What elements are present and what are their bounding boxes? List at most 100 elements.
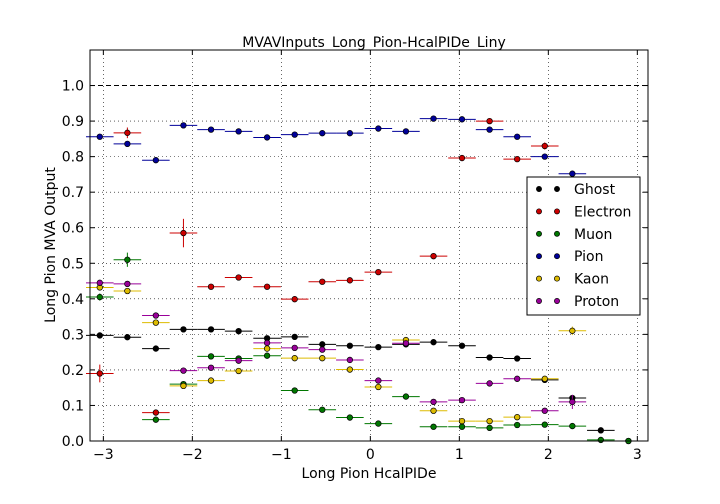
ghost-point (207, 326, 215, 333)
electron-point (235, 274, 242, 281)
ghost-point (514, 355, 521, 362)
proton-point (291, 344, 298, 352)
series-proton (85, 279, 587, 414)
electron-point (96, 370, 103, 377)
pion-point (346, 130, 354, 137)
kaon-point (235, 367, 242, 375)
electron-point (207, 283, 215, 290)
muon-point (514, 421, 521, 429)
y-tick-label: 0.5 (62, 256, 84, 272)
y-tick-label: 0.9 (62, 114, 84, 130)
x-axis-title: Long Pion HcalPIDe (302, 466, 437, 482)
kaon-point (514, 414, 521, 421)
legend-marker-muon (536, 230, 542, 237)
proton-point (152, 312, 160, 319)
proton-point (514, 375, 521, 382)
muon-point (152, 416, 160, 423)
x-tick-label: −1 (271, 447, 292, 463)
legend-label-muon: Muon (574, 227, 612, 243)
kaon-point (569, 327, 576, 334)
pion-point (458, 116, 466, 123)
pion-point (291, 131, 298, 138)
electron-point (541, 142, 548, 150)
muon-point (430, 423, 437, 430)
muon-point (375, 420, 382, 427)
kaon-point (124, 287, 131, 295)
legend-marker-proton (554, 298, 560, 304)
axis-ticks: −3 −2 −1 0 1 2 3 0.0 0.1 0.2 0.3 0.4 0.5 0.6 0.7 0.8 0.9… (62, 50, 648, 463)
x-tick-label: −2 (182, 447, 203, 463)
electron-point (152, 409, 160, 416)
electron-point (291, 296, 298, 303)
pion-point (96, 133, 103, 140)
x-tick-label: 2 (544, 447, 553, 463)
series-electron (85, 117, 559, 416)
ghost-point (486, 354, 493, 361)
proton-point (263, 339, 271, 347)
legend-marker-kaon (554, 275, 560, 282)
y-axis-title: Long Pion MVA Output (43, 167, 59, 323)
legend: Ghost Electron Muon Pion Kaon Proton (526, 176, 641, 316)
muon-point (319, 406, 326, 413)
ghost-point (597, 427, 604, 434)
legend-label-ghost: Ghost (574, 182, 616, 198)
legend-label-kaon: Kaon (574, 272, 609, 288)
pion-point (263, 134, 271, 141)
series-pion (85, 115, 587, 177)
plot-frame (89, 49, 649, 442)
muon-point (124, 256, 131, 263)
pion-point (402, 128, 410, 135)
y-tick-label: 0.7 (62, 185, 84, 201)
legend-marker-kaon (536, 275, 542, 282)
ghost-point (152, 345, 160, 352)
proton-point (430, 398, 437, 406)
proton-point (375, 377, 382, 384)
kaon-point (458, 417, 466, 425)
y-tick-label: 0.8 (62, 150, 84, 166)
legend-marker-pion (536, 253, 542, 260)
ghost-point (458, 342, 466, 349)
y-tick-label: 1.0 (62, 79, 84, 95)
legend-frame (526, 176, 641, 316)
proton-point (541, 407, 548, 414)
electron-point (263, 283, 271, 290)
legend-marker-electron (536, 208, 542, 215)
pion-point (569, 170, 576, 177)
y-tick-label: 0.1 (62, 398, 84, 414)
x-tick-label: 3 (633, 447, 642, 463)
legend-marker-electron (554, 208, 560, 215)
kaon-point (486, 417, 493, 425)
kaon-point (152, 319, 160, 326)
electron-point (458, 154, 466, 162)
pion-point (180, 122, 187, 129)
kaon-point (180, 382, 187, 390)
muon-point (541, 421, 548, 428)
pion-point (152, 157, 160, 164)
y-tick-label: 0.2 (62, 363, 84, 379)
electron-point (346, 277, 354, 284)
electron-point (430, 253, 437, 260)
muon-point (597, 436, 604, 444)
proton-point (207, 364, 215, 371)
electron-point (319, 278, 326, 285)
ghost-point (180, 326, 187, 333)
proton-point (180, 367, 187, 374)
y-tick-label: 0.4 (62, 292, 84, 308)
muon-point (458, 423, 466, 430)
kaon-point (263, 345, 271, 352)
muon-point (96, 293, 103, 301)
electron-point (375, 269, 382, 276)
ghost-point (96, 332, 103, 339)
kaon-point (207, 377, 215, 384)
muon-point (263, 352, 271, 359)
proton-point (346, 356, 354, 364)
kaon-point (346, 366, 354, 373)
ghost-point (346, 342, 354, 349)
muon-point (569, 422, 576, 430)
y-tick-label: 0.3 (62, 327, 84, 343)
ghost-point (319, 341, 326, 348)
proton-point (402, 340, 410, 347)
kaon-point (291, 355, 298, 362)
pion-point (514, 133, 521, 140)
